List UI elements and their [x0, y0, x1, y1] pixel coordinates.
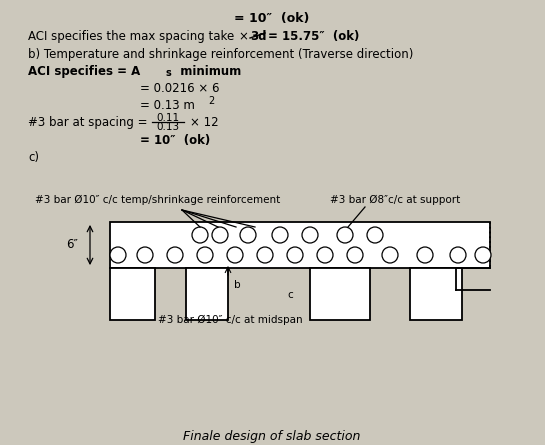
Circle shape	[475, 247, 491, 263]
Text: b) Temperature and shrinkage reinforcement (Traverse direction): b) Temperature and shrinkage reinforceme…	[28, 48, 413, 61]
Text: ACI specifies = A: ACI specifies = A	[28, 65, 140, 78]
Bar	[110, 268, 155, 320]
Text: 0.11: 0.11	[156, 113, 179, 123]
Text: #3 bar at spacing =: #3 bar at spacing =	[28, 116, 152, 129]
Circle shape	[417, 247, 433, 263]
Text: ×: ×	[238, 30, 248, 43]
Circle shape	[302, 227, 318, 243]
Circle shape	[257, 247, 273, 263]
Circle shape	[137, 247, 153, 263]
Text: 2: 2	[208, 96, 214, 106]
Circle shape	[367, 227, 383, 243]
Circle shape	[382, 247, 398, 263]
Circle shape	[167, 247, 183, 263]
Circle shape	[337, 227, 353, 243]
Bar	[186, 268, 228, 320]
Circle shape	[347, 247, 363, 263]
Text: 6″: 6″	[66, 239, 78, 251]
Bar	[410, 268, 462, 320]
Circle shape	[192, 227, 208, 243]
Circle shape	[110, 247, 126, 263]
Text: c: c	[287, 290, 293, 300]
Circle shape	[197, 247, 213, 263]
Circle shape	[212, 227, 228, 243]
Text: b: b	[234, 280, 240, 290]
Text: #3 bar Ø10″ c/c at midspan: #3 bar Ø10″ c/c at midspan	[158, 315, 302, 325]
Text: × 12: × 12	[190, 116, 219, 129]
Text: Finale design of slab section: Finale design of slab section	[183, 430, 361, 443]
Text: c): c)	[28, 151, 39, 164]
Text: = 10″  (ok): = 10″ (ok)	[140, 134, 210, 147]
Circle shape	[450, 247, 466, 263]
Text: = 0.0216 × 6: = 0.0216 × 6	[140, 82, 220, 95]
Bar	[310, 268, 370, 320]
Text: s: s	[165, 68, 171, 78]
Circle shape	[272, 227, 288, 243]
Bar	[110, 222, 490, 268]
Text: #3 bar Ø10″ c/c temp/shrinkage reinforcement: #3 bar Ø10″ c/c temp/shrinkage reinforce…	[35, 195, 280, 205]
Text: = 15.75″  (ok): = 15.75″ (ok)	[268, 30, 359, 43]
Circle shape	[287, 247, 303, 263]
Text: = 10″  (ok): = 10″ (ok)	[234, 12, 310, 25]
Text: = 0.13 m: = 0.13 m	[140, 99, 195, 112]
Circle shape	[227, 247, 243, 263]
Text: #3 bar Ø8″c/c at support: #3 bar Ø8″c/c at support	[330, 195, 460, 205]
Text: ACI specifies the max spacing take: ACI specifies the max spacing take	[28, 30, 238, 43]
Circle shape	[240, 227, 256, 243]
Text: minimum: minimum	[172, 65, 241, 78]
Circle shape	[317, 247, 333, 263]
Text: 0.13: 0.13	[156, 122, 179, 132]
Text: 3d: 3d	[250, 30, 267, 43]
